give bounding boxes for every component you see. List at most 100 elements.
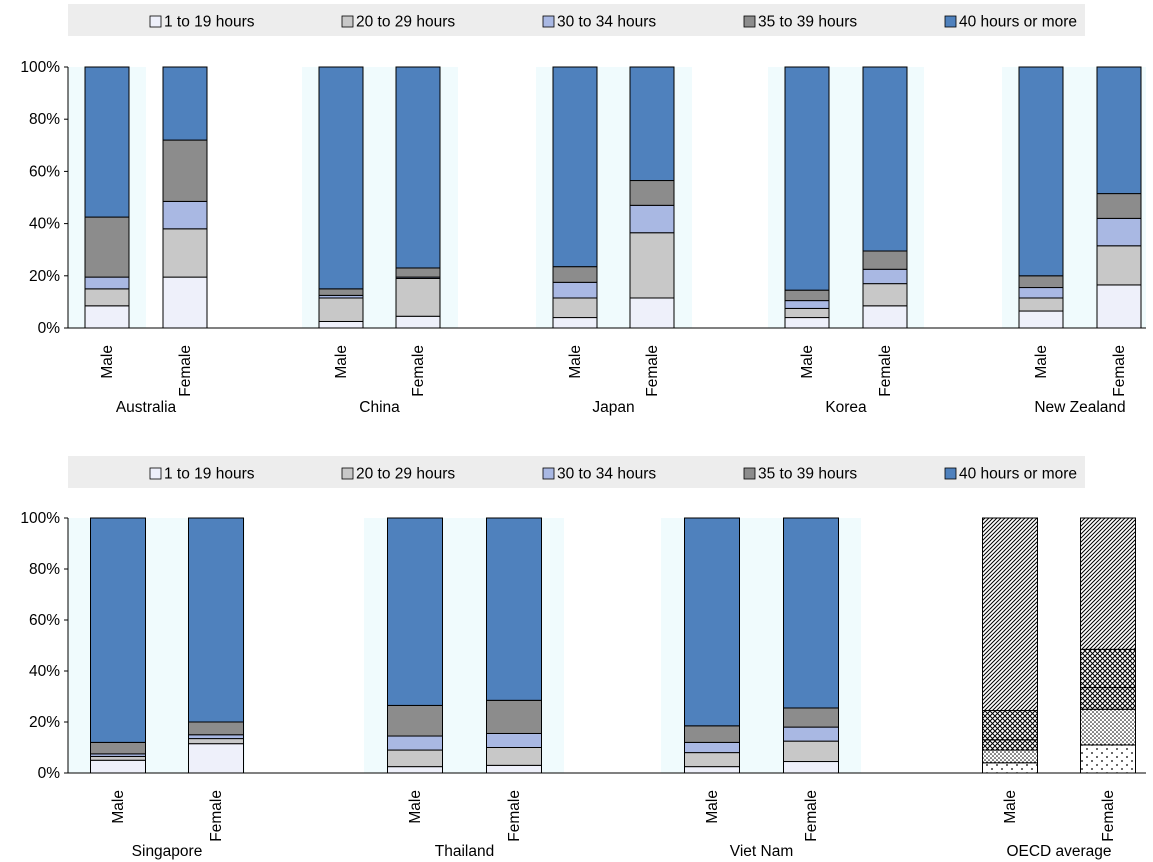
y-tick-label: 80% (29, 111, 60, 128)
bar-segment (1018, 297, 1064, 312)
legend-swatch (743, 467, 756, 480)
bar-segment (387, 704, 443, 737)
bar-segment (783, 740, 839, 763)
bar-sublabel: Male (567, 345, 584, 379)
group-label: Singapore (132, 843, 203, 860)
legend-swatch (542, 15, 555, 28)
bar-segment (982, 739, 1038, 751)
bar-sublabel: Male (407, 790, 424, 824)
bar-segment (784, 66, 830, 291)
bar-segment (982, 749, 1038, 764)
bar-segment (982, 517, 1038, 712)
bar-segment (784, 317, 830, 329)
bar-segment (982, 710, 1038, 741)
bar-segment (684, 517, 740, 727)
bar-segment (90, 755, 146, 761)
bar-segment (784, 289, 830, 302)
bar-sublabel: Female (1100, 790, 1117, 842)
legend-label: 35 to 39 hours (758, 14, 857, 31)
bar-segment (188, 517, 244, 723)
bar-segment (387, 749, 443, 768)
y-tick-label: 100% (20, 59, 60, 76)
bar-segment (1080, 687, 1136, 710)
bar-segment (684, 741, 740, 754)
legend-background (68, 456, 1085, 488)
bar-segment (387, 735, 443, 751)
legend-label: 40 hours or more (959, 14, 1077, 31)
bar-sublabel: Male (99, 345, 116, 379)
legend-label: 1 to 19 hours (164, 466, 255, 483)
legend-label: 40 hours or more (959, 466, 1077, 483)
bar-segment (982, 762, 1038, 774)
bar-segment (84, 305, 130, 329)
bar-segment (395, 277, 441, 317)
y-tick-label: 40% (29, 216, 60, 233)
bar-sublabel: Male (799, 345, 816, 379)
chart-panel-bottom: 1 to 19 hours 20 to 29 hours 30 to 34 hour… (0, 431, 1153, 862)
bar-segment (318, 320, 364, 329)
bar-segment (318, 297, 364, 322)
bar-segment (552, 317, 598, 329)
bar-sublabel: Female (177, 345, 194, 397)
bar-sublabel: Female (208, 790, 225, 842)
y-tick-label: 20% (29, 714, 60, 731)
bar-sublabel: Female (410, 345, 427, 397)
bar-segment (629, 297, 675, 329)
bar-segment (629, 180, 675, 206)
bar-segment (84, 216, 130, 278)
bar-segment (1096, 245, 1142, 286)
bar-segment (1080, 517, 1136, 650)
bar-segment (552, 281, 598, 299)
bar-segment (188, 738, 244, 745)
legend-swatch (341, 467, 354, 480)
y-tick-label: 60% (29, 163, 60, 180)
bar-segment (188, 734, 244, 740)
bar-segment (395, 315, 441, 329)
bar-segment (1096, 193, 1142, 219)
legend-label: 20 to 29 hours (356, 466, 455, 483)
group-label: Korea (825, 399, 867, 416)
bar-segment (1080, 708, 1136, 746)
bar-segment (862, 66, 908, 252)
legend-swatch (542, 467, 555, 480)
bar-segment (1018, 310, 1064, 329)
legend-label: 1 to 19 hours (164, 14, 255, 31)
bar-segment (395, 66, 441, 269)
bar-segment (395, 267, 441, 278)
group-label: Viet Nam (730, 843, 793, 860)
bar-segment (162, 276, 208, 329)
bar-segment (90, 759, 146, 774)
bar-segment (486, 764, 542, 774)
group-label: Australia (116, 399, 177, 416)
bar-segment (188, 743, 244, 774)
bar-segment (552, 66, 598, 268)
bar-sublabel: Female (1111, 345, 1128, 397)
chart-panel-top: 1 to 19 hours 20 to 29 hours 30 to 34 hour… (20, 4, 1146, 416)
bar-sublabel: Female (644, 345, 661, 397)
bar-segment (783, 726, 839, 742)
bar-segment (486, 699, 542, 734)
legend-label: 20 to 29 hours (356, 14, 455, 31)
y-tick-label: 80% (29, 561, 60, 578)
bar-segment (486, 517, 542, 701)
plot-area (68, 518, 1146, 773)
legend-swatch (149, 15, 162, 28)
y-tick-label: 0% (38, 320, 61, 337)
y-tick-label: 0% (38, 765, 61, 782)
bar-sublabel: Female (803, 790, 820, 842)
bar-segment (486, 732, 542, 749)
bar-segment (783, 517, 839, 709)
legend-label: 35 to 39 hours (758, 466, 857, 483)
bar-segment (552, 297, 598, 319)
legend-swatch (743, 15, 756, 28)
bar-segment (84, 288, 130, 307)
bar-segment (862, 283, 908, 307)
bar-segment (90, 517, 146, 743)
bar-segment (684, 766, 740, 774)
bar-sublabel: Male (1002, 790, 1019, 824)
bar-segment (84, 276, 130, 290)
bar-segment (862, 268, 908, 285)
legend-label: 30 to 34 hours (557, 14, 656, 31)
legend-swatch (149, 467, 162, 480)
group-label: New Zealand (1034, 399, 1125, 416)
